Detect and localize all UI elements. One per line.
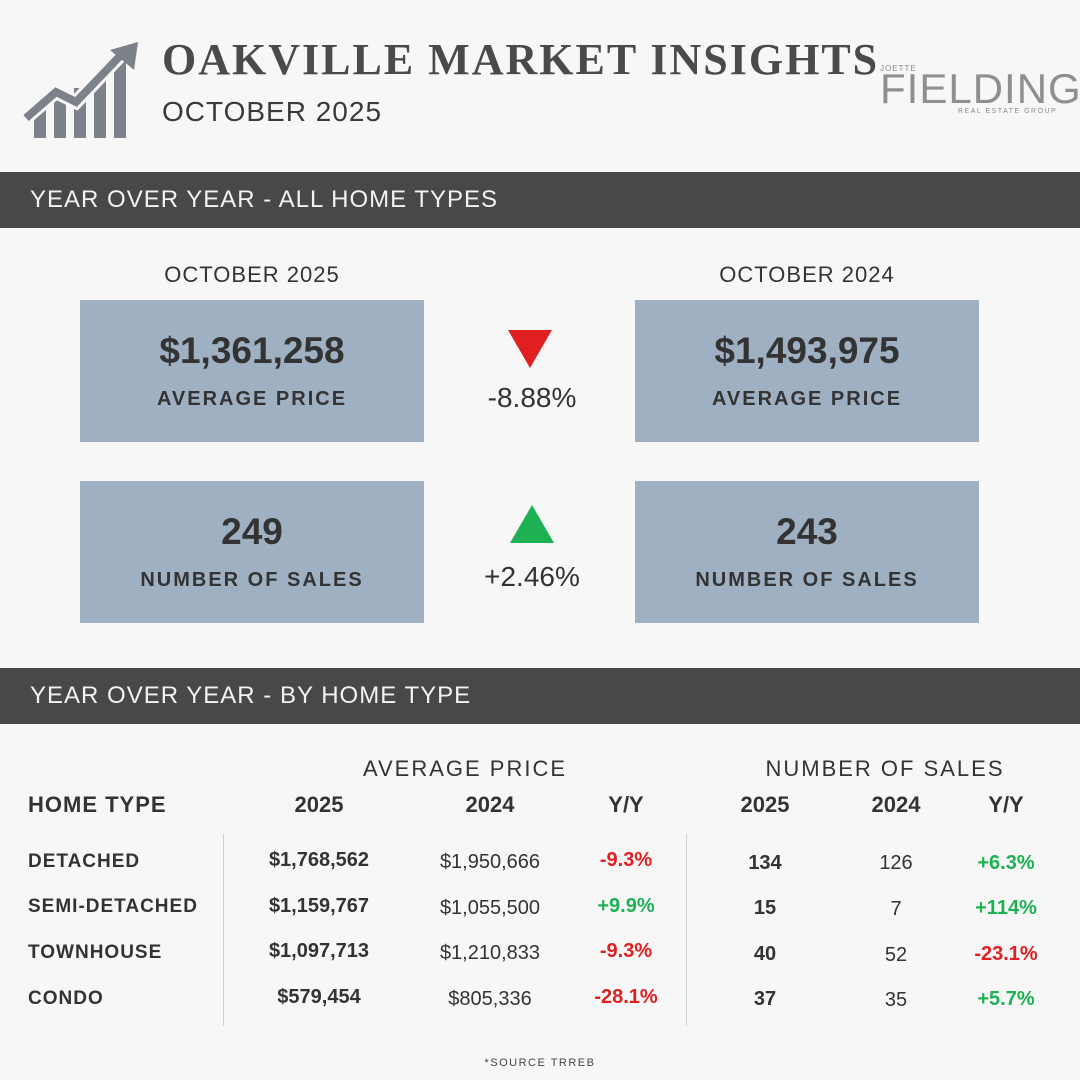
row-price-2025: $1,768,562 — [268, 849, 370, 871]
logo-tagline: REAL ESTATE GROUP — [958, 108, 1058, 115]
decrease-arrow-icon — [508, 330, 552, 368]
row-price-yy: -9.3% — [599, 940, 653, 962]
header-price-2024: 2024 — [465, 792, 515, 817]
row-price-2025: $579,454 — [277, 986, 361, 1008]
column-heading-current: OCTOBER 2025 — [164, 262, 340, 287]
header-sales-yy: Y/Y — [988, 792, 1024, 817]
row-sales-2025: 40 — [753, 943, 777, 965]
row-price-2025: $1,159,767 — [268, 895, 370, 917]
source-note: *SOURCE TRREB — [484, 1057, 596, 1069]
header-price-yy: Y/Y — [608, 792, 644, 817]
row-home-type: CONDO — [28, 988, 104, 1009]
header-sales-2025: 2025 — [740, 792, 790, 817]
header-price-2025: 2025 — [294, 792, 344, 817]
row-price-yy: -9.3% — [599, 849, 653, 871]
avg-price-current-value: $1,361,258 — [159, 330, 345, 371]
row-home-type: SEMI-DETACHED — [28, 896, 198, 917]
header-home-type: HOME TYPE — [28, 792, 167, 817]
increase-arrow-icon — [510, 505, 554, 543]
avg-price-current-label: AVERAGE PRICE — [156, 388, 348, 410]
row-sales-2024: 126 — [879, 852, 913, 874]
row-price-2024: $805,336 — [448, 988, 532, 1010]
logo-top-text: JOETTE — [880, 64, 917, 73]
row-sales-yy: +5.7% — [977, 988, 1035, 1010]
avg-price-previous-value: $1,493,975 — [714, 330, 900, 371]
sales-group-heading: NUMBER OF SALES — [765, 756, 1005, 781]
sales-previous-card: 243 NUMBER OF SALES — [635, 481, 979, 623]
trend-chart-icon — [22, 42, 138, 138]
section-heading-all-types: YEAR OVER YEAR - ALL HOME TYPES — [0, 172, 1080, 228]
page-title: OAKVILLE MARKET INSIGHTS — [162, 35, 880, 84]
brand-logo: JOETTE FIELDING REAL ESTATE GROUP — [878, 62, 1080, 122]
row-price-2025: $1,097,713 — [268, 940, 370, 962]
section-heading-by-type: YEAR OVER YEAR - BY HOME TYPE — [0, 668, 1080, 724]
column-divider — [686, 834, 687, 1026]
row-sales-2024: 52 — [884, 944, 908, 966]
row-sales-yy: +6.3% — [977, 852, 1035, 874]
row-price-yy: +9.9% — [597, 895, 655, 917]
row-sales-2025: 37 — [753, 988, 777, 1010]
row-sales-yy: -23.1% — [974, 943, 1038, 965]
sales-current-value: 249 — [221, 511, 283, 552]
row-sales-yy: +114% — [975, 897, 1037, 919]
sales-previous-label: NUMBER OF SALES — [695, 569, 919, 591]
page-subtitle: OCTOBER 2025 — [162, 96, 383, 127]
row-home-type: TOWNHOUSE — [28, 942, 163, 963]
avg-price-previous-card: $1,493,975 AVERAGE PRICE — [635, 300, 979, 442]
sales-current-card: 249 NUMBER OF SALES — [80, 481, 424, 623]
row-home-type: DETACHED — [28, 851, 141, 872]
row-sales-2025: 15 — [753, 897, 777, 919]
row-price-yy: -28.1% — [594, 986, 658, 1008]
row-price-2024: $1,950,666 — [439, 851, 541, 873]
sales-previous-value: 243 — [776, 511, 838, 552]
logo-name: FIELDING — [880, 65, 1080, 112]
avg-price-change: -8.88% — [487, 382, 577, 413]
sales-change: +2.46% — [484, 561, 580, 592]
row-sales-2024: 7 — [890, 898, 902, 920]
column-divider — [223, 834, 224, 1026]
sales-current-label: NUMBER OF SALES — [140, 569, 364, 591]
row-sales-2024: 35 — [884, 989, 908, 1011]
column-heading-previous: OCTOBER 2024 — [719, 262, 895, 287]
header-sales-2024: 2024 — [871, 792, 921, 817]
row-price-2024: $1,210,833 — [439, 942, 541, 964]
avg-price-previous-label: AVERAGE PRICE — [711, 388, 903, 410]
row-sales-2025: 134 — [748, 852, 782, 874]
row-price-2024: $1,055,500 — [439, 897, 541, 919]
avg-price-current-card: $1,361,258 AVERAGE PRICE — [80, 300, 424, 442]
avg-price-group-heading: AVERAGE PRICE — [362, 756, 568, 781]
